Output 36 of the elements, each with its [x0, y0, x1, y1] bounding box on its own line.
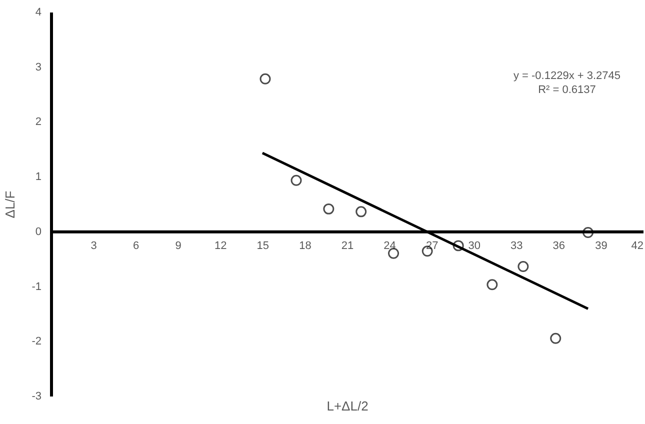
x-tick-label: 33 — [510, 240, 523, 252]
y-tick-label: 1 — [35, 171, 42, 184]
point — [356, 206, 367, 218]
x-tick-label: 15 — [256, 240, 270, 252]
y-tick-label: 0 — [35, 226, 42, 238]
x-tick-label: 3 — [90, 240, 97, 252]
point — [388, 248, 400, 259]
point — [260, 73, 271, 84]
x-tick-label: 21 — [341, 240, 354, 252]
x-tick-label: 18 — [299, 240, 312, 252]
point — [486, 279, 498, 290]
y-tick-label: -2 — [32, 336, 42, 348]
y-tick-label: -3 — [32, 390, 42, 402]
point — [550, 332, 562, 344]
point — [582, 227, 594, 238]
x-tick-label: 39 — [595, 240, 608, 252]
point — [290, 174, 302, 186]
y-tick-label: -1 — [32, 280, 42, 293]
x-tick-label: 36 — [552, 240, 566, 252]
y-axis-title: ΔL/F — [2, 190, 18, 218]
annotation: y = -0.1229x + 3.2745 — [513, 70, 621, 82]
point — [518, 261, 529, 272]
annotation: R² = 0.6137 — [538, 84, 596, 96]
x-tick-label: 12 — [214, 240, 227, 252]
x-tick-label: 9 — [175, 240, 182, 252]
y-tick-label: 2 — [35, 116, 42, 128]
x-tick-label: 24 — [384, 240, 396, 252]
x-tick-label: 6 — [133, 240, 140, 252]
x-tick-label: 30 — [468, 240, 480, 252]
point — [323, 203, 334, 214]
y-tick-label: 4 — [35, 6, 42, 18]
point — [452, 240, 464, 252]
y-tick-label: 3 — [35, 61, 42, 74]
x-tick-label: 27 — [426, 240, 438, 252]
x-tick-label: 42 — [631, 240, 644, 252]
x-axis-title: L+ΔL/2 — [326, 398, 368, 414]
